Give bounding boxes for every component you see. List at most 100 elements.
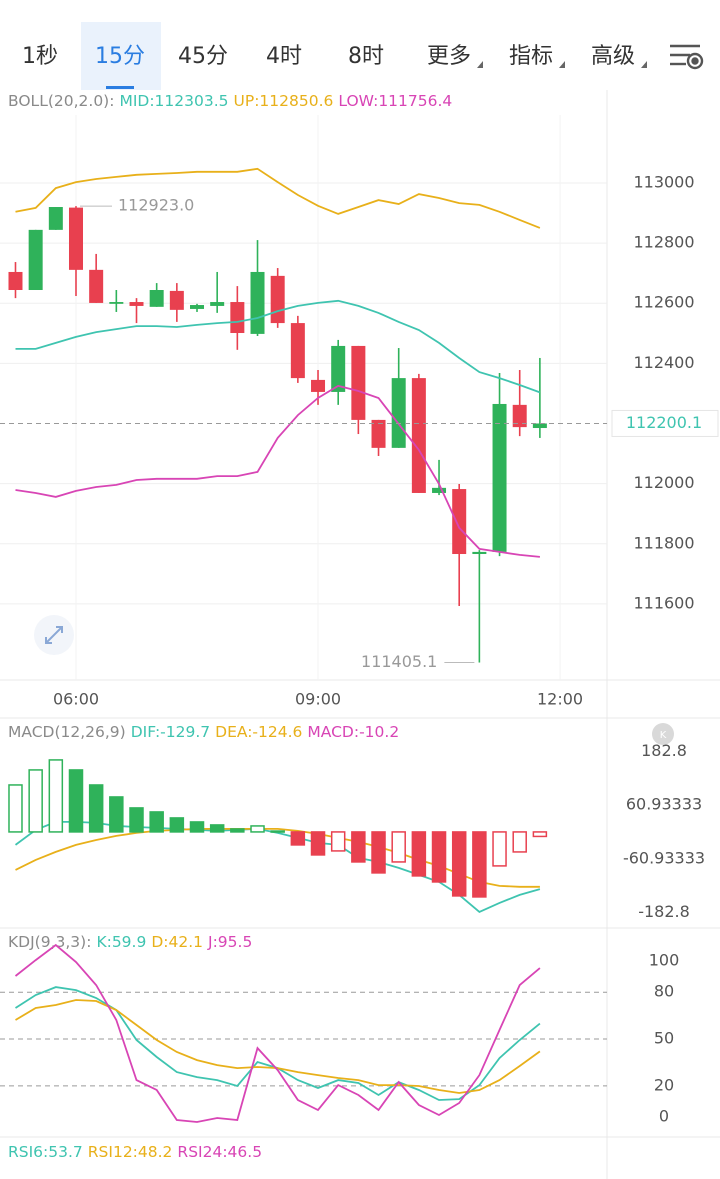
tab[interactable]: 1秒 — [22, 44, 58, 69]
expand-icon — [45, 626, 63, 644]
tab-label: 更多 — [427, 44, 471, 69]
histogram-bar — [129, 807, 144, 833]
legend-entry: K:59.9 — [96, 933, 146, 951]
legend-entry: DEA:-124.6 — [215, 723, 302, 741]
y-tick-label: 112400 — [633, 353, 694, 372]
histogram-bar — [28, 769, 43, 833]
candle-body — [230, 302, 245, 334]
candle-body — [311, 379, 326, 392]
series-line — [15, 986, 541, 1101]
histogram-bar — [48, 759, 64, 833]
candle-body — [351, 345, 366, 420]
annotation: 111405.1 — [361, 652, 437, 671]
dropdown-caret — [641, 61, 647, 68]
y-tick-label: 60.93333 — [626, 795, 702, 814]
series-line — [15, 999, 541, 1094]
histogram-bar — [310, 831, 326, 856]
tab[interactable]: 45分 — [178, 44, 228, 69]
histogram-bar — [189, 821, 205, 833]
histogram-bar — [169, 817, 185, 833]
histogram-bar — [88, 784, 104, 833]
candle-body — [149, 290, 164, 307]
histogram-bar — [149, 811, 164, 833]
candle-body — [492, 403, 507, 552]
candle-body — [472, 551, 487, 555]
candle-body — [452, 489, 467, 555]
y-tick-label: 113000 — [633, 172, 694, 191]
dropdown-caret — [477, 61, 483, 68]
histogram-bar — [8, 784, 23, 833]
tab[interactable]: 4时 — [266, 44, 302, 69]
tab-label: 高级 — [591, 44, 635, 69]
tab-label: 4时 — [266, 44, 302, 69]
candle-body — [190, 305, 205, 309]
legend-entry: RSI24:46.5 — [177, 1143, 262, 1161]
histogram-bar — [250, 825, 265, 833]
y-tick-label: 112000 — [633, 473, 694, 492]
legend-title: KDJ(9,3,3): — [8, 933, 91, 951]
legend-entry: RSI6:53.7 — [8, 1143, 83, 1161]
settings-icon[interactable] — [670, 44, 704, 70]
candle-body — [68, 207, 83, 270]
x-tick-label: 09:00 — [295, 690, 341, 709]
tab[interactable]: 15分 — [81, 22, 161, 90]
y-tick-label: 111600 — [633, 593, 694, 612]
icon-gear-core — [691, 57, 699, 65]
tab[interactable]: 高级 — [591, 44, 647, 69]
legend: BOLL(20,2.0): MID:112303.5 UP:112850.6 LOW:… — [8, 92, 452, 110]
histogram-bar — [68, 769, 84, 833]
tab-highlight — [81, 22, 161, 90]
legend-entry: J:95.5 — [207, 933, 252, 951]
legend: MACD(12,26,9) DIF:-129.7 DEA:-124.6 MACD:-1… — [8, 723, 399, 741]
y-tick-label: 182.8 — [641, 741, 687, 760]
candle-body — [270, 275, 285, 324]
histogram-bar — [472, 831, 487, 898]
candle-body — [432, 487, 447, 493]
badge-icon: K — [660, 730, 667, 741]
legend-entry: RSI12:48.2 — [88, 1143, 173, 1161]
tab[interactable]: 8时 — [348, 44, 384, 69]
candle-body — [391, 378, 406, 448]
last-price-label: 112200.1 — [626, 413, 702, 432]
candle-body — [109, 302, 124, 304]
histogram-bar — [411, 831, 427, 877]
tab-label: 指标 — [509, 44, 553, 69]
candle-body — [532, 423, 547, 429]
icon-gear — [686, 52, 704, 70]
legend-entry: MACD:-10.2 — [307, 723, 399, 741]
y-tick-label: -182.8 — [638, 902, 690, 921]
tab-bar: 1秒 15分 45分 4时 8时 更多 指标 高级 — [22, 22, 647, 90]
histogram-bar — [290, 831, 306, 846]
series-line — [15, 299, 541, 394]
tab-label: 1秒 — [22, 44, 58, 69]
tab[interactable]: 更多 — [427, 44, 483, 69]
tab[interactable]: 指标 — [509, 44, 565, 69]
y-tick-label: 111800 — [633, 533, 694, 552]
histogram-bar — [270, 830, 285, 833]
histogram-bar — [431, 831, 447, 883]
candle-body — [331, 345, 346, 392]
y-tick-label: 100 — [649, 951, 680, 970]
series-line — [14, 943, 541, 1123]
x-tick-label: 12:00 — [537, 690, 583, 709]
legend-title: BOLL(20,2.0): — [8, 92, 114, 110]
annotation: 112923.0 — [118, 196, 194, 215]
legend-entry: D:42.1 — [151, 933, 203, 951]
candle-body — [28, 229, 43, 291]
histogram-bar — [371, 831, 386, 874]
y-tick-label: 112600 — [633, 293, 694, 312]
y-tick-label: 112800 — [633, 233, 694, 252]
collapse-badge[interactable]: K — [652, 723, 674, 745]
legend-title: MACD(12,26,9) — [8, 723, 126, 741]
expand-button[interactable] — [34, 615, 74, 655]
candle-body — [8, 271, 23, 291]
histogram-bar — [512, 831, 527, 853]
tab-indicator — [106, 86, 134, 89]
candle-body — [512, 404, 527, 428]
y-tick-label: 80 — [654, 982, 674, 1001]
candle-body — [290, 323, 305, 379]
tab-label: 45分 — [178, 44, 228, 69]
candle-body — [169, 290, 184, 310]
legend: KDJ(9,3,3): K:59.9 D:42.1 J:95.5 — [8, 933, 252, 951]
